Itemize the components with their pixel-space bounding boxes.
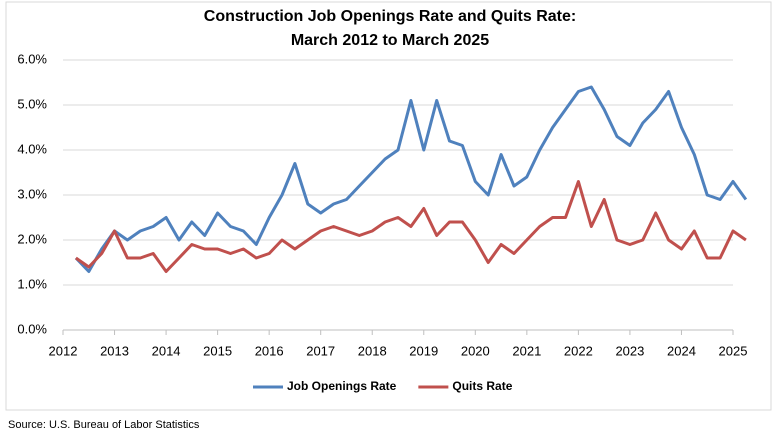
y-tick-label: 3.0% [17, 186, 47, 201]
x-tick-label: 2015 [203, 343, 232, 358]
x-tick-label: 2018 [358, 343, 387, 358]
series-line [74, 85, 748, 273]
x-tick-label: 2012 [49, 343, 78, 358]
x-tick-label: 2020 [461, 343, 490, 358]
x-tick-label: 2014 [152, 343, 181, 358]
x-tick-label: 2023 [615, 343, 644, 358]
x-tick-label: 2025 [719, 343, 748, 358]
y-tick-label: 5.0% [17, 96, 47, 111]
x-tick-label: 2024 [667, 343, 696, 358]
y-tick-label: 0.0% [17, 321, 47, 336]
x-tick-label: 2013 [100, 343, 129, 358]
legend-label: Quits Rate [452, 379, 512, 393]
chart-frame [5, 1, 772, 411]
x-tick-label: 2017 [306, 343, 335, 358]
y-tick-label: 2.0% [17, 231, 47, 246]
x-tick-label: 2021 [512, 343, 541, 358]
source: Source: U.S. Bureau of Labor Statistics [8, 419, 200, 431]
x-tick-label: 2016 [255, 343, 284, 358]
legend-label: Job Openings Rate [287, 379, 397, 393]
x-tick-label: 2019 [409, 343, 438, 358]
y-tick-label: 4.0% [17, 141, 47, 156]
y-tick-label: 6.0% [17, 51, 47, 66]
series-line [75, 180, 747, 273]
chart-subtitle: March 2012 to March 2025 [291, 32, 489, 49]
x-tick-label: 2022 [564, 343, 593, 358]
y-tick-label: 1.0% [17, 276, 47, 291]
chart-title: Construction Job Openings Rate and Quits… [204, 8, 576, 25]
